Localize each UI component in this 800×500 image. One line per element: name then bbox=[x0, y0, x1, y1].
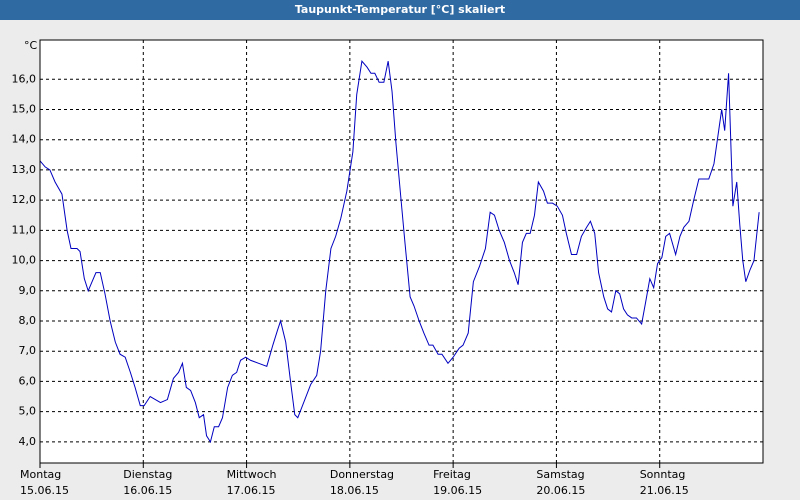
x-tick-date: 19.06.15 bbox=[433, 484, 482, 497]
y-tick-label: 7,0 bbox=[19, 344, 37, 357]
plot-border bbox=[39, 39, 764, 464]
y-tick-label: 5,0 bbox=[19, 405, 37, 418]
x-tick-date: 17.06.15 bbox=[227, 484, 276, 497]
x-tick-date: 20.06.15 bbox=[536, 484, 585, 497]
x-tick-label: Montag bbox=[20, 468, 61, 481]
y-tick-label: 8,0 bbox=[19, 314, 37, 327]
plot-area bbox=[40, 40, 763, 463]
y-tick-label: 11,0 bbox=[12, 223, 37, 236]
x-tick-label: Dienstag bbox=[123, 468, 172, 481]
y-tick-label: 6,0 bbox=[19, 374, 37, 387]
y-tick-label: 4,0 bbox=[19, 435, 37, 448]
x-tick-date: 16.06.15 bbox=[123, 484, 172, 497]
x-tick-label: Samstag bbox=[536, 468, 584, 481]
y-tick-label: 10,0 bbox=[12, 254, 37, 267]
y-tick-label: 16,0 bbox=[12, 72, 37, 85]
y-unit: °C bbox=[24, 39, 38, 52]
x-tick-date: 18.06.15 bbox=[330, 484, 379, 497]
title-bar bbox=[0, 0, 800, 20]
y-tick-label: 15,0 bbox=[12, 102, 37, 115]
x-tick-label: Mittwoch bbox=[227, 468, 277, 481]
chart-title: Taupunkt-Temperatur [°C] skaliert bbox=[295, 3, 505, 16]
line bbox=[39, 59, 760, 444]
x-tick-date: 21.06.15 bbox=[640, 484, 689, 497]
x-tick-date: 15.06.15 bbox=[20, 484, 69, 497]
x-tick-label: Donnerstag bbox=[330, 468, 394, 481]
x-tick-label: Freitag bbox=[433, 468, 471, 481]
x-tick-label: Sonntag bbox=[640, 468, 686, 481]
y-tick-label: 14,0 bbox=[12, 133, 37, 146]
y-tick-label: 12,0 bbox=[12, 193, 37, 206]
y-tick-label: 13,0 bbox=[12, 163, 37, 176]
y-tick-label: 9,0 bbox=[19, 284, 37, 297]
